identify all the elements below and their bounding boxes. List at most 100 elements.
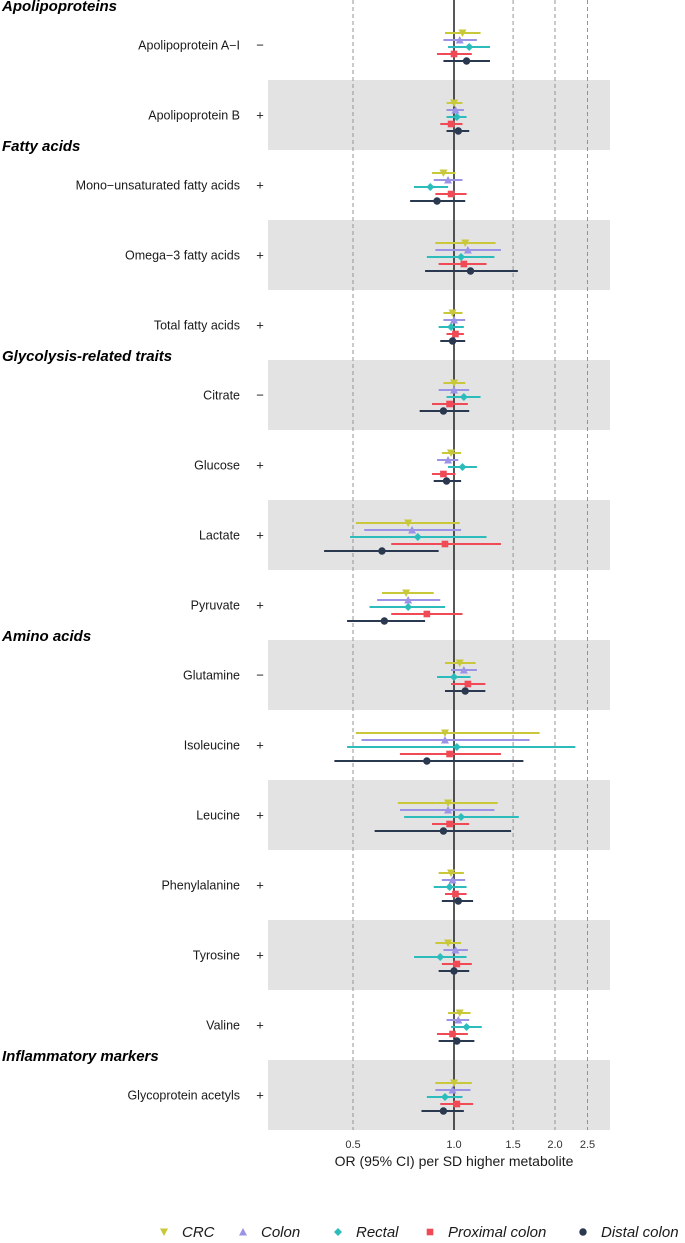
metabolite-row: Leucine + [196,799,519,835]
point-estimate [453,1037,461,1045]
point-estimate [440,470,447,478]
point-estimate [442,477,451,485]
point-estimate [452,113,461,121]
row-band [268,1060,610,1130]
row-band [268,780,610,850]
row-label: Citrate [203,389,240,403]
point-estimate [380,617,389,625]
point-estimate [459,666,468,674]
point-estimate [450,386,458,394]
x-tick-label: 1.5 [505,1139,520,1151]
x-axis-label: OR (95% CI) per SD higher metabolite [335,1153,574,1169]
point-estimate [447,323,456,331]
point-estimate [462,1023,471,1031]
point-estimate [404,603,413,611]
point-estimate [447,449,456,457]
point-estimate [445,883,454,891]
row-label: Apolipoprotein A−I [138,39,240,53]
metabolite-row: Pyruvate + [191,589,463,625]
x-tick-label: 0.5 [345,1139,360,1151]
association-sign: + [256,598,264,613]
point-estimate [404,596,413,604]
point-estimate [453,1100,461,1108]
point-estimate [440,736,449,744]
point-estimate [408,526,417,534]
point-estimate [455,1009,464,1017]
point-estimate [444,939,453,947]
point-estimate [455,659,464,667]
point-estimate [450,99,458,107]
point-estimate [451,106,460,114]
point-estimate [441,540,449,548]
point-estimate [454,1016,463,1024]
point-estimate [450,316,458,324]
row-band [268,220,610,290]
association-sign: + [256,318,264,333]
point-estimate [446,820,453,828]
legend-label: Proximal colon [448,1224,546,1241]
point-estimate [440,729,449,737]
point-estimate [448,337,457,345]
point-estimate [444,176,453,184]
legend-item: Proximal colon [426,1224,546,1241]
point-estimate [433,197,441,205]
point-estimate [457,813,466,821]
metabolite-row: Apolipoprotein B + [148,99,470,135]
legend-marker [239,1228,247,1236]
point-estimate [378,547,386,555]
legend-label: Distal colon [601,1224,679,1241]
point-estimate [452,890,459,898]
association-sign: + [256,948,264,963]
point-estimate [402,589,411,597]
association-sign: + [256,528,264,543]
legend-label: Colon [261,1224,300,1241]
association-sign: + [256,248,264,263]
row-label: Glutamine [183,669,240,683]
row-label: Glycoprotein acetyls [127,1089,240,1103]
row-band [268,80,610,150]
legend-label: CRC [182,1224,215,1241]
point-estimate [457,253,466,261]
point-estimate [444,806,453,814]
legend-marker [579,1228,587,1236]
association-sign: − [256,38,264,53]
row-band [268,500,610,570]
association-sign: − [256,388,264,403]
point-estimate [451,946,460,954]
legend-marker [160,1228,168,1236]
row-label: Leucine [196,809,240,823]
group-heading: Amino acids [1,628,91,645]
row-label: Tyrosine [193,949,240,963]
row-label: Apolipoprotein B [148,109,240,123]
x-tick-label: 2.5 [580,1139,595,1151]
association-sign: + [256,178,264,193]
point-estimate [446,750,453,758]
metabolite-row: Mono−unsaturated fatty acids + [76,169,467,205]
point-estimate [453,960,461,968]
row-label: Glucose [194,459,240,473]
point-estimate [459,393,468,401]
point-estimate [450,673,458,681]
point-estimate [439,827,448,835]
point-estimate [464,680,472,688]
association-sign: + [256,108,264,123]
point-estimate [444,799,453,807]
point-estimate [426,183,435,191]
metabolite-row: Apolipoprotein A−I − [138,29,490,65]
point-estimate [450,967,458,975]
legend-item: Distal colon [579,1224,679,1241]
metabolite-row: Tyrosine + [193,939,472,975]
metabolite-row: Citrate − [203,379,481,415]
point-estimate [458,463,467,471]
row-label: Isoleucine [184,739,240,753]
point-estimate [461,239,470,247]
metabolite-row: Lactate + [199,519,501,555]
point-estimate [465,43,474,51]
row-label: Mono−unsaturated fatty acids [76,179,240,193]
point-estimate [448,1086,457,1094]
row-label: Lactate [199,529,240,543]
x-tick-label: 2.0 [547,1139,562,1151]
point-estimate [423,610,431,618]
point-estimate [466,267,475,275]
association-sign: − [256,668,264,683]
